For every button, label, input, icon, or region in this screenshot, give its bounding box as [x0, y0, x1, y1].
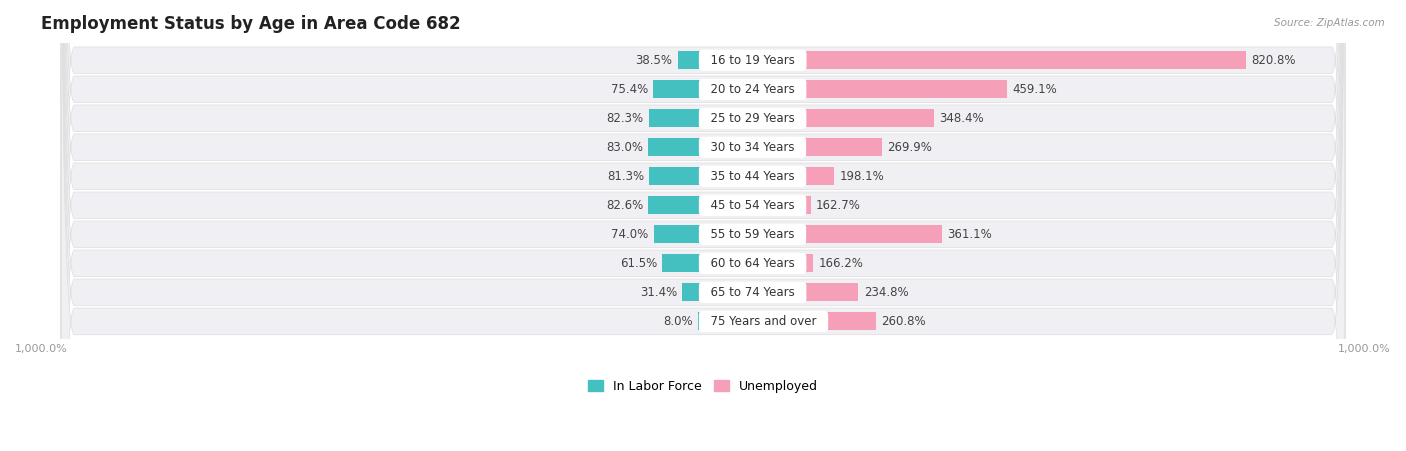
Text: 25 to 29 Years: 25 to 29 Years	[703, 112, 803, 125]
Text: 75.4%: 75.4%	[610, 83, 648, 96]
Text: 82.6%: 82.6%	[606, 199, 643, 212]
Text: 8.0%: 8.0%	[662, 315, 692, 328]
FancyBboxPatch shape	[62, 0, 1344, 451]
Bar	[662, 254, 703, 272]
Bar	[703, 51, 1246, 69]
Bar	[678, 51, 703, 69]
Text: 30 to 34 Years: 30 to 34 Years	[703, 141, 801, 154]
Bar	[697, 313, 703, 331]
FancyBboxPatch shape	[62, 0, 1344, 451]
Bar	[703, 138, 882, 156]
Text: Employment Status by Age in Area Code 682: Employment Status by Age in Area Code 68…	[41, 15, 461, 33]
Bar	[682, 283, 703, 301]
Text: 75 Years and over: 75 Years and over	[703, 315, 824, 328]
Text: 20 to 24 Years: 20 to 24 Years	[703, 83, 803, 96]
Text: 82.3%: 82.3%	[606, 112, 644, 125]
Text: 166.2%: 166.2%	[818, 257, 863, 270]
Text: 198.1%: 198.1%	[839, 170, 884, 183]
Text: 459.1%: 459.1%	[1012, 83, 1057, 96]
Bar	[648, 109, 703, 127]
Text: 38.5%: 38.5%	[636, 54, 672, 67]
FancyBboxPatch shape	[62, 0, 1344, 451]
FancyBboxPatch shape	[62, 0, 1344, 451]
Bar	[703, 226, 942, 244]
Text: Source: ZipAtlas.com: Source: ZipAtlas.com	[1274, 18, 1385, 28]
Text: 361.1%: 361.1%	[948, 228, 993, 241]
Legend: In Labor Force, Unemployed: In Labor Force, Unemployed	[583, 375, 823, 398]
Text: 31.4%: 31.4%	[640, 286, 676, 299]
Bar	[703, 254, 813, 272]
Bar	[648, 196, 703, 214]
Bar	[703, 283, 858, 301]
Bar	[648, 138, 703, 156]
Text: 45 to 54 Years: 45 to 54 Years	[703, 199, 803, 212]
Bar	[703, 313, 876, 331]
FancyBboxPatch shape	[62, 0, 1344, 451]
FancyBboxPatch shape	[62, 0, 1344, 451]
Text: 162.7%: 162.7%	[815, 199, 860, 212]
Text: 269.9%: 269.9%	[887, 141, 932, 154]
Text: 83.0%: 83.0%	[606, 141, 643, 154]
FancyBboxPatch shape	[62, 0, 1344, 451]
FancyBboxPatch shape	[62, 0, 1344, 451]
FancyBboxPatch shape	[62, 0, 1344, 451]
Text: 61.5%: 61.5%	[620, 257, 657, 270]
Bar	[650, 167, 703, 185]
Text: 65 to 74 Years: 65 to 74 Years	[703, 286, 803, 299]
Bar	[654, 226, 703, 244]
Text: 260.8%: 260.8%	[880, 315, 925, 328]
Bar	[703, 80, 1007, 98]
FancyBboxPatch shape	[62, 0, 1344, 451]
Text: 820.8%: 820.8%	[1251, 54, 1296, 67]
Bar	[703, 109, 934, 127]
Text: 55 to 59 Years: 55 to 59 Years	[703, 228, 801, 241]
Bar	[703, 196, 811, 214]
Text: 234.8%: 234.8%	[863, 286, 908, 299]
Bar	[703, 167, 834, 185]
Text: 16 to 19 Years: 16 to 19 Years	[703, 54, 803, 67]
Text: 35 to 44 Years: 35 to 44 Years	[703, 170, 803, 183]
Bar	[654, 80, 703, 98]
Text: 74.0%: 74.0%	[612, 228, 648, 241]
Text: 81.3%: 81.3%	[607, 170, 644, 183]
Text: 348.4%: 348.4%	[939, 112, 983, 125]
Text: 60 to 64 Years: 60 to 64 Years	[703, 257, 803, 270]
